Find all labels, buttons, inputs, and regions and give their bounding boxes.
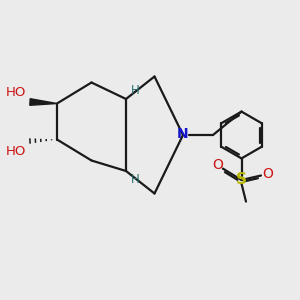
Text: H: H — [130, 173, 140, 186]
Text: N: N — [177, 128, 189, 141]
Polygon shape — [30, 99, 57, 105]
Text: HO: HO — [5, 86, 26, 99]
Text: O: O — [262, 167, 273, 181]
Text: H: H — [130, 84, 140, 97]
Text: HO: HO — [5, 145, 26, 158]
Text: S: S — [236, 172, 247, 188]
Text: O: O — [212, 158, 223, 172]
